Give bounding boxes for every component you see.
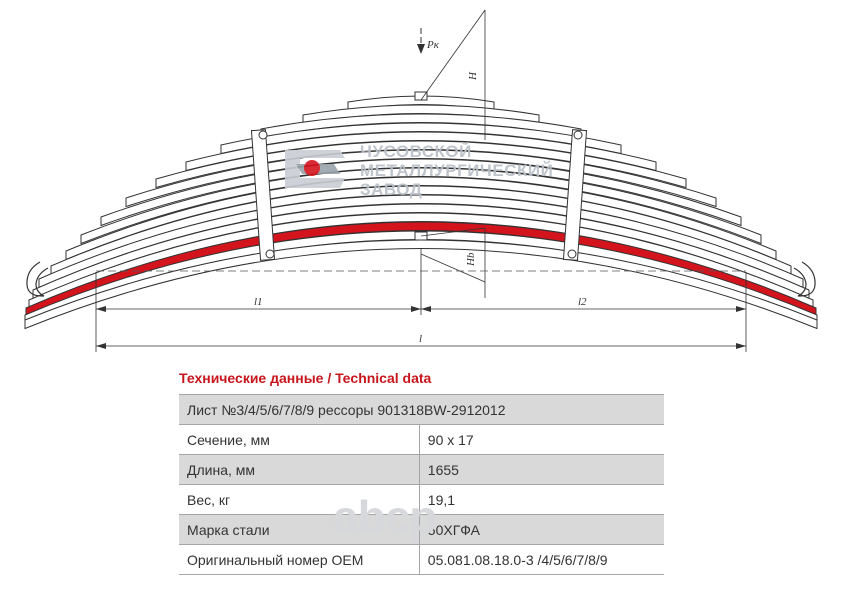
spec-table: Лист №3/4/5/6/7/8/9 рессоры 901318BW-291… [179,394,664,575]
height-label: H [467,71,479,81]
dim-l1: l1 [254,296,263,308]
spring-leaf [24,239,818,330]
right-spring-eye [793,261,816,297]
table-header-row: Лист №3/4/5/6/7/8/9 рессоры 901318BW-291… [179,394,664,425]
spec-title: Технические данные / Technical data [179,370,432,386]
row-label: Длина, мм [179,454,420,485]
row-label: Вес, кг [179,484,420,515]
plant-logo-watermark: ЧУСОВСКОЙ МЕТАЛЛУРГИЧЕСКИЙ ЗАВОД [285,142,553,199]
left-spring-eye [26,261,49,297]
spring-leaf [80,167,762,245]
row-value: 19,1 [418,484,664,515]
dim-l2: l2 [578,296,587,308]
table-row: Марка стали 50ХГФА [179,514,664,545]
leaf-spring-drawing: ЧУСОВСКОЙ МЕТАЛЛУРГИЧЕСКИЙ ЗАВОД Pк H Hb… [24,9,818,352]
row-label: Марка стали [179,514,420,545]
watermark-line-2: МЕТАЛЛУРГИЧЕСКИЙ [360,161,553,180]
height-label-b: Hb [465,252,477,267]
table-row: Сечение, мм 90 x 17 [179,424,664,455]
row-value: 50ХГФА [418,514,664,545]
row-value: 1655 [418,454,664,485]
abcp-watermark-tld: .ru [465,510,483,526]
watermark-line-1: ЧУСОВСКОЙ [360,142,472,161]
dim-l: l [419,333,422,345]
right-clamp [562,129,588,261]
force-label: Pк [426,39,440,51]
row-value: 05.081.08.18.0-3 /4/5/6/7/8/9 [418,544,664,575]
height-dimension [420,9,486,298]
table-row: Оригинальный номер OEM 05.081.08.18.0-3 … [179,544,664,575]
table-header: Лист №3/4/5/6/7/8/9 рессоры 901318BW-291… [179,394,664,425]
row-value: 90 x 17 [418,424,664,455]
left-clamp [250,129,276,261]
watermark-line-3: ЗАВОД [360,180,422,199]
table-row: Длина, мм 1655 [179,454,664,485]
row-label: Сечение, мм [179,424,420,455]
abcp-watermark: abcp [333,491,437,543]
row-label: Оригинальный номер OEM [179,544,420,575]
table-row: Вес, кг 19,1 [179,484,664,515]
force-arrow [417,44,425,54]
